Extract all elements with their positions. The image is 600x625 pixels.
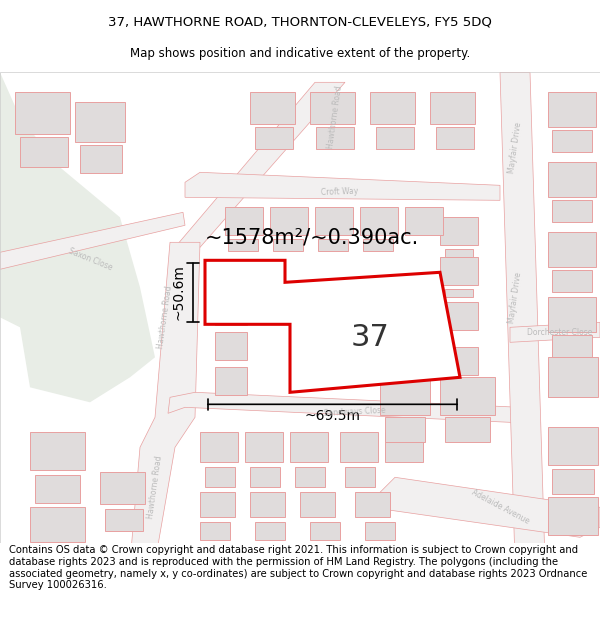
Bar bbox=[300, 492, 335, 518]
Bar bbox=[548, 362, 596, 398]
Bar bbox=[273, 239, 303, 251]
Bar bbox=[100, 472, 145, 504]
Bar bbox=[440, 378, 495, 415]
Bar bbox=[250, 92, 295, 124]
Bar bbox=[552, 200, 592, 222]
Bar bbox=[30, 508, 85, 542]
Bar bbox=[250, 492, 285, 518]
Polygon shape bbox=[500, 72, 545, 562]
Bar bbox=[548, 92, 596, 128]
Bar bbox=[255, 522, 285, 540]
Bar bbox=[35, 475, 80, 503]
Text: 37: 37 bbox=[350, 322, 389, 352]
Text: Saxon Close: Saxon Close bbox=[67, 246, 113, 272]
Bar bbox=[290, 432, 328, 462]
Text: ~69.5m: ~69.5m bbox=[305, 409, 361, 423]
Polygon shape bbox=[185, 173, 500, 200]
Text: Dorchester Close: Dorchester Close bbox=[527, 328, 593, 337]
Bar bbox=[340, 432, 378, 462]
Polygon shape bbox=[0, 72, 155, 402]
Bar bbox=[200, 522, 230, 540]
Bar bbox=[385, 432, 423, 462]
Text: Sandways Close: Sandways Close bbox=[324, 406, 386, 418]
Bar bbox=[250, 468, 280, 488]
Polygon shape bbox=[370, 478, 600, 538]
Polygon shape bbox=[0, 213, 185, 269]
Bar bbox=[436, 127, 474, 149]
Polygon shape bbox=[130, 242, 200, 562]
Bar bbox=[310, 522, 340, 540]
Bar bbox=[355, 492, 390, 518]
Bar bbox=[15, 92, 70, 134]
Bar bbox=[225, 208, 263, 235]
Text: Mayfair Drive: Mayfair Drive bbox=[507, 121, 523, 174]
Text: Croft Way: Croft Way bbox=[321, 187, 359, 198]
Text: Adelaide Avenue: Adelaide Avenue bbox=[470, 488, 530, 526]
Bar bbox=[548, 298, 596, 332]
Text: ~50.6m: ~50.6m bbox=[172, 264, 186, 320]
Bar bbox=[548, 232, 596, 268]
Bar bbox=[228, 239, 258, 251]
Bar bbox=[380, 378, 430, 415]
Bar bbox=[30, 432, 85, 470]
Bar bbox=[376, 127, 414, 149]
Bar bbox=[440, 302, 478, 330]
Polygon shape bbox=[205, 260, 460, 392]
Bar bbox=[445, 249, 473, 258]
Text: Map shows position and indicative extent of the property.: Map shows position and indicative extent… bbox=[130, 48, 470, 61]
Bar bbox=[440, 258, 478, 285]
Text: Contains OS data © Crown copyright and database right 2021. This information is : Contains OS data © Crown copyright and d… bbox=[9, 546, 587, 590]
Bar bbox=[552, 469, 594, 494]
Bar bbox=[295, 468, 325, 488]
Bar bbox=[200, 432, 238, 462]
Bar bbox=[552, 130, 592, 152]
Bar bbox=[215, 298, 247, 325]
Bar bbox=[310, 92, 355, 124]
Bar bbox=[370, 92, 415, 124]
Bar bbox=[318, 239, 348, 251]
Bar bbox=[35, 548, 80, 572]
Text: Hawthorne Road: Hawthorne Road bbox=[146, 455, 164, 519]
Bar bbox=[270, 208, 308, 235]
Text: Hawthorne Road: Hawthorne Road bbox=[326, 85, 344, 149]
Bar bbox=[548, 357, 598, 398]
Bar bbox=[245, 432, 283, 462]
Bar bbox=[20, 138, 68, 168]
Polygon shape bbox=[175, 82, 345, 248]
Bar bbox=[430, 92, 475, 124]
Bar bbox=[105, 509, 143, 531]
Bar bbox=[345, 468, 375, 488]
Bar bbox=[75, 102, 125, 142]
Polygon shape bbox=[168, 392, 540, 438]
Bar bbox=[365, 522, 395, 540]
Text: ~1578m²/~0.390ac.: ~1578m²/~0.390ac. bbox=[205, 228, 419, 248]
Text: Mayfair Drive: Mayfair Drive bbox=[507, 271, 523, 324]
Bar bbox=[548, 498, 598, 535]
Bar bbox=[80, 145, 122, 173]
Bar bbox=[385, 418, 425, 442]
Bar bbox=[445, 289, 473, 298]
Bar bbox=[445, 418, 490, 442]
Bar bbox=[548, 428, 598, 465]
Bar bbox=[363, 239, 393, 251]
Bar bbox=[552, 270, 592, 292]
Bar bbox=[200, 492, 235, 518]
Bar bbox=[215, 368, 247, 395]
Bar bbox=[440, 348, 478, 375]
Bar bbox=[360, 208, 398, 235]
Bar bbox=[215, 262, 247, 290]
Bar bbox=[215, 332, 247, 360]
Bar bbox=[440, 217, 478, 245]
Bar bbox=[205, 468, 235, 488]
Bar bbox=[552, 335, 592, 357]
Bar bbox=[316, 127, 354, 149]
Text: Hawthorne Road: Hawthorne Road bbox=[156, 285, 174, 349]
Polygon shape bbox=[510, 322, 600, 342]
Bar bbox=[405, 208, 443, 235]
Bar bbox=[548, 162, 596, 198]
Bar bbox=[255, 127, 293, 149]
Text: 37, HAWTHORNE ROAD, THORNTON-CLEVELEYS, FY5 5DQ: 37, HAWTHORNE ROAD, THORNTON-CLEVELEYS, … bbox=[108, 15, 492, 28]
Bar bbox=[315, 208, 353, 235]
